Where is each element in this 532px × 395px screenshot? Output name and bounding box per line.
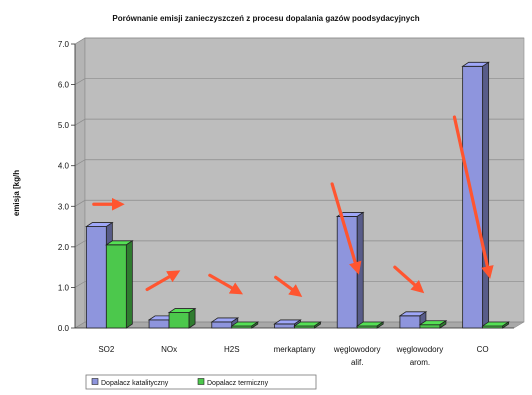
category-label: węglowodory [396, 345, 444, 354]
y-axis-label: emisja [kg/h [12, 170, 21, 216]
annotation-arrow [452, 115, 494, 279]
category-label: alif. [351, 358, 363, 367]
chart-back-wall [84, 37, 525, 323]
bar [355, 321, 385, 329]
category-label: NOx [161, 345, 177, 354]
y-tick-label: 2.0 [58, 243, 70, 252]
annotation-arrow [274, 275, 303, 297]
category-label: H2S [224, 345, 240, 354]
gridline [74, 78, 524, 85]
y-tick-label: 0.0 [58, 324, 70, 333]
bar [230, 321, 260, 329]
y-tick-label: 3.0 [58, 202, 70, 211]
y-tick-label: 5.0 [58, 121, 70, 130]
y-tick-label: 6.0 [58, 81, 70, 90]
y-tick-label: 4.0 [58, 162, 70, 171]
legend-swatch [197, 378, 205, 385]
legend: Dopalacz katalityczny Dopalacz termiczny [85, 374, 317, 390]
annotation-arrow [208, 273, 244, 295]
gridline [74, 37, 524, 45]
y-tick-label: 7.0 [58, 40, 70, 49]
gridline [74, 199, 524, 207]
bar [293, 321, 322, 329]
gridline [74, 281, 524, 288]
gridline [74, 240, 524, 248]
chart-walls [74, 37, 525, 329]
bar [167, 307, 197, 329]
chart-title: Porównanie emisji zanieczyszczeń z proce… [112, 14, 419, 23]
category-label: arom. [410, 358, 430, 367]
bar [481, 321, 510, 329]
gridline [74, 159, 524, 167]
bar [418, 320, 448, 329]
category-label: SO2 [98, 345, 115, 354]
category-labels: SO2 NOx H2S merkaptany węglowodory alif. węglo… [98, 345, 488, 367]
annotation-arrows [92, 115, 494, 297]
category-label: węglowodory [333, 345, 381, 354]
bar [398, 311, 428, 329]
legend-entry: Dopalacz termiczny [207, 380, 269, 387]
annotation-arrow [330, 182, 362, 275]
legend-entry: Dopalacz katalityczny [101, 380, 169, 387]
bar [105, 240, 134, 329]
annotation-arrow [393, 265, 425, 294]
gridline [74, 118, 524, 126]
bar [335, 211, 365, 329]
category-label: merkaptany [274, 345, 316, 354]
annotation-arrow [145, 270, 181, 292]
category-label: CO [477, 345, 489, 354]
y-tick-label: 1.0 [58, 283, 70, 292]
legend-swatch [91, 378, 99, 385]
bar [461, 61, 490, 329]
